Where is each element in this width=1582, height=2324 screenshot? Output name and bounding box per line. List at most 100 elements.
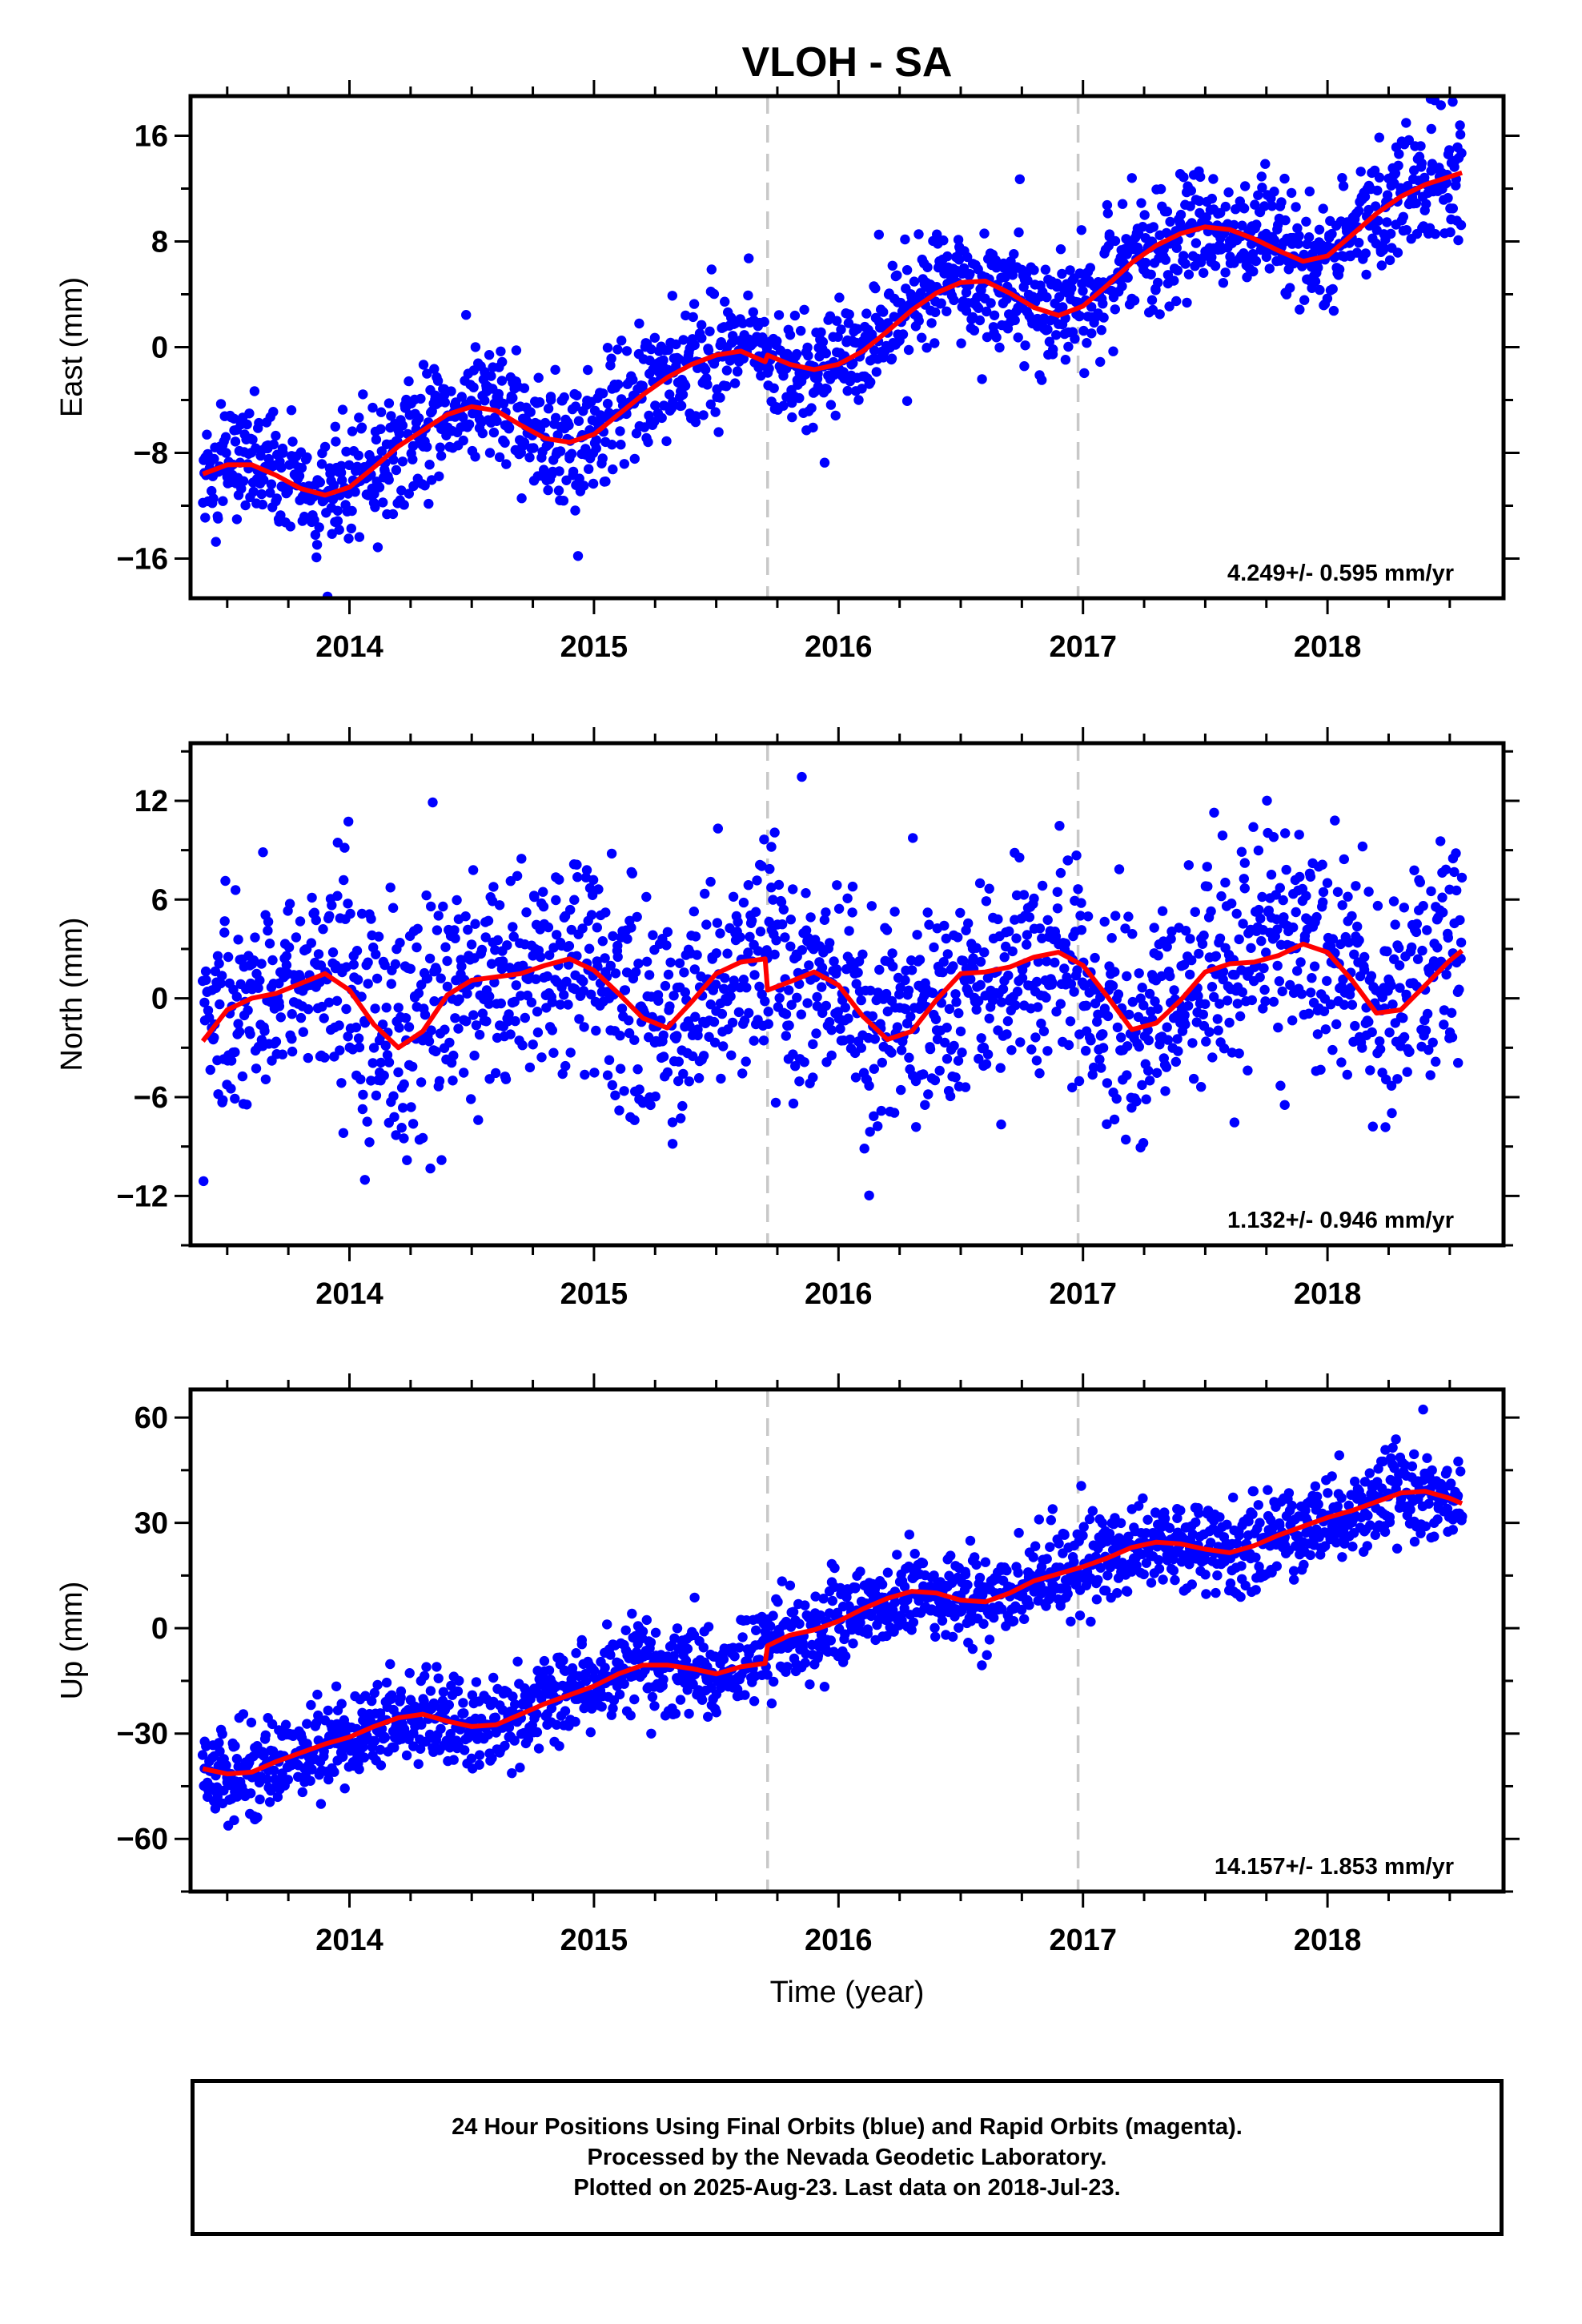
north-data-point: [1200, 999, 1211, 1010]
up-data-point: [515, 1763, 525, 1773]
up-data-point: [917, 1558, 929, 1569]
north-data-point: [1138, 1000, 1149, 1011]
north-data-point: [363, 979, 373, 989]
north-data-point: [711, 948, 721, 959]
east-data-point: [1070, 333, 1080, 344]
up-data-point: [1215, 1512, 1225, 1522]
up-data-point: [637, 1626, 648, 1637]
north-data-point: [728, 891, 739, 903]
north-data-point: [339, 875, 349, 886]
north-data-point: [578, 976, 588, 987]
north-data-point: [343, 816, 354, 827]
north-data-point: [375, 1057, 386, 1068]
up-data-point: [1016, 1604, 1027, 1615]
east-data-point: [404, 376, 414, 387]
north-data-point: [223, 951, 234, 963]
east-data-point: [497, 356, 508, 368]
east-data-point: [900, 234, 910, 245]
east-data-point: [1269, 187, 1279, 197]
north-data-point: [591, 1025, 601, 1036]
east-data-point: [1447, 203, 1459, 214]
up-data-point: [892, 1550, 902, 1560]
north-data-point: [529, 891, 540, 903]
east-data-point: [343, 533, 354, 544]
up-data-point: [255, 1794, 265, 1805]
north-data-point: [1102, 1078, 1113, 1088]
east-data-point: [1251, 219, 1262, 230]
up-data-point: [1138, 1493, 1148, 1504]
up-data-point: [974, 1572, 986, 1583]
east-data-point: [969, 325, 980, 336]
east-data-point: [676, 400, 687, 411]
north-data-point: [869, 1034, 881, 1044]
north-data-point: [1222, 995, 1233, 1006]
up-data-point: [877, 1579, 888, 1590]
east-data-point: [1063, 341, 1074, 352]
up-data-point: [509, 1735, 520, 1746]
east-data-point: [436, 451, 447, 461]
north-data-point: [1131, 1096, 1142, 1107]
east-data-point: [961, 287, 972, 298]
east-x-tick-label: 2015: [560, 630, 628, 664]
up-data-point: [307, 1764, 317, 1775]
north-data-point: [490, 945, 500, 955]
north-data-point: [1239, 858, 1251, 868]
east-data-point: [579, 480, 589, 491]
north-data-point: [395, 938, 405, 948]
east-data-point: [607, 440, 617, 450]
up-data-point: [487, 1753, 497, 1763]
north-data-point: [253, 983, 263, 993]
up-data-point: [672, 1623, 683, 1634]
north-data-point: [845, 1034, 856, 1045]
north-data-point: [792, 992, 802, 1003]
up-data-point: [488, 1672, 499, 1683]
east-data-point: [1456, 148, 1467, 159]
east-data-point: [271, 493, 282, 504]
north-data-point: [400, 1013, 412, 1023]
up-data-point: [818, 1594, 829, 1604]
north-data-point: [600, 907, 611, 918]
east-data-point: [796, 325, 806, 336]
east-data-point: [794, 392, 805, 404]
east-data-point: [744, 253, 754, 263]
east-data-point: [396, 485, 407, 496]
east-data-point: [836, 324, 846, 335]
east-data-point: [525, 407, 536, 417]
up-data-point: [1054, 1562, 1066, 1573]
east-data-point: [429, 364, 440, 374]
north-data-point: [1372, 900, 1383, 911]
north-data-point: [1412, 954, 1423, 964]
north-data-point: [555, 999, 566, 1010]
up-data-point: [552, 1719, 562, 1730]
north-data-point: [1098, 1029, 1108, 1039]
east-data-point: [1276, 197, 1287, 207]
north-data-point: [287, 1009, 297, 1019]
east-data-point: [656, 412, 667, 424]
up-data-point: [302, 1719, 312, 1729]
up-data-point: [420, 1671, 430, 1681]
north-data-point: [896, 1045, 907, 1055]
north-data-point: [786, 999, 797, 1011]
east-data-point: [646, 344, 656, 355]
north-data-point: [719, 983, 729, 995]
north-data-point: [737, 1068, 748, 1079]
up-data-point: [252, 1812, 263, 1823]
north-data-point: [658, 1030, 669, 1041]
north-data-point: [1112, 1022, 1123, 1033]
up-data-point: [850, 1582, 861, 1593]
north-data-point: [502, 940, 512, 951]
north-data-point: [569, 895, 580, 905]
north-data-point: [1259, 984, 1270, 995]
north-data-point: [804, 960, 814, 971]
north-data-point: [405, 963, 416, 975]
east-data-point: [1044, 336, 1055, 347]
north-data-point: [1432, 943, 1443, 953]
up-data-point: [769, 1676, 779, 1687]
north-data-point: [753, 946, 764, 956]
east-data-point: [394, 428, 405, 439]
east-data-point: [456, 392, 467, 402]
north-y-tick-label: 0: [151, 983, 168, 1016]
north-data-point: [440, 942, 451, 952]
east-data-point: [1154, 309, 1165, 320]
east-data-point: [799, 304, 809, 315]
